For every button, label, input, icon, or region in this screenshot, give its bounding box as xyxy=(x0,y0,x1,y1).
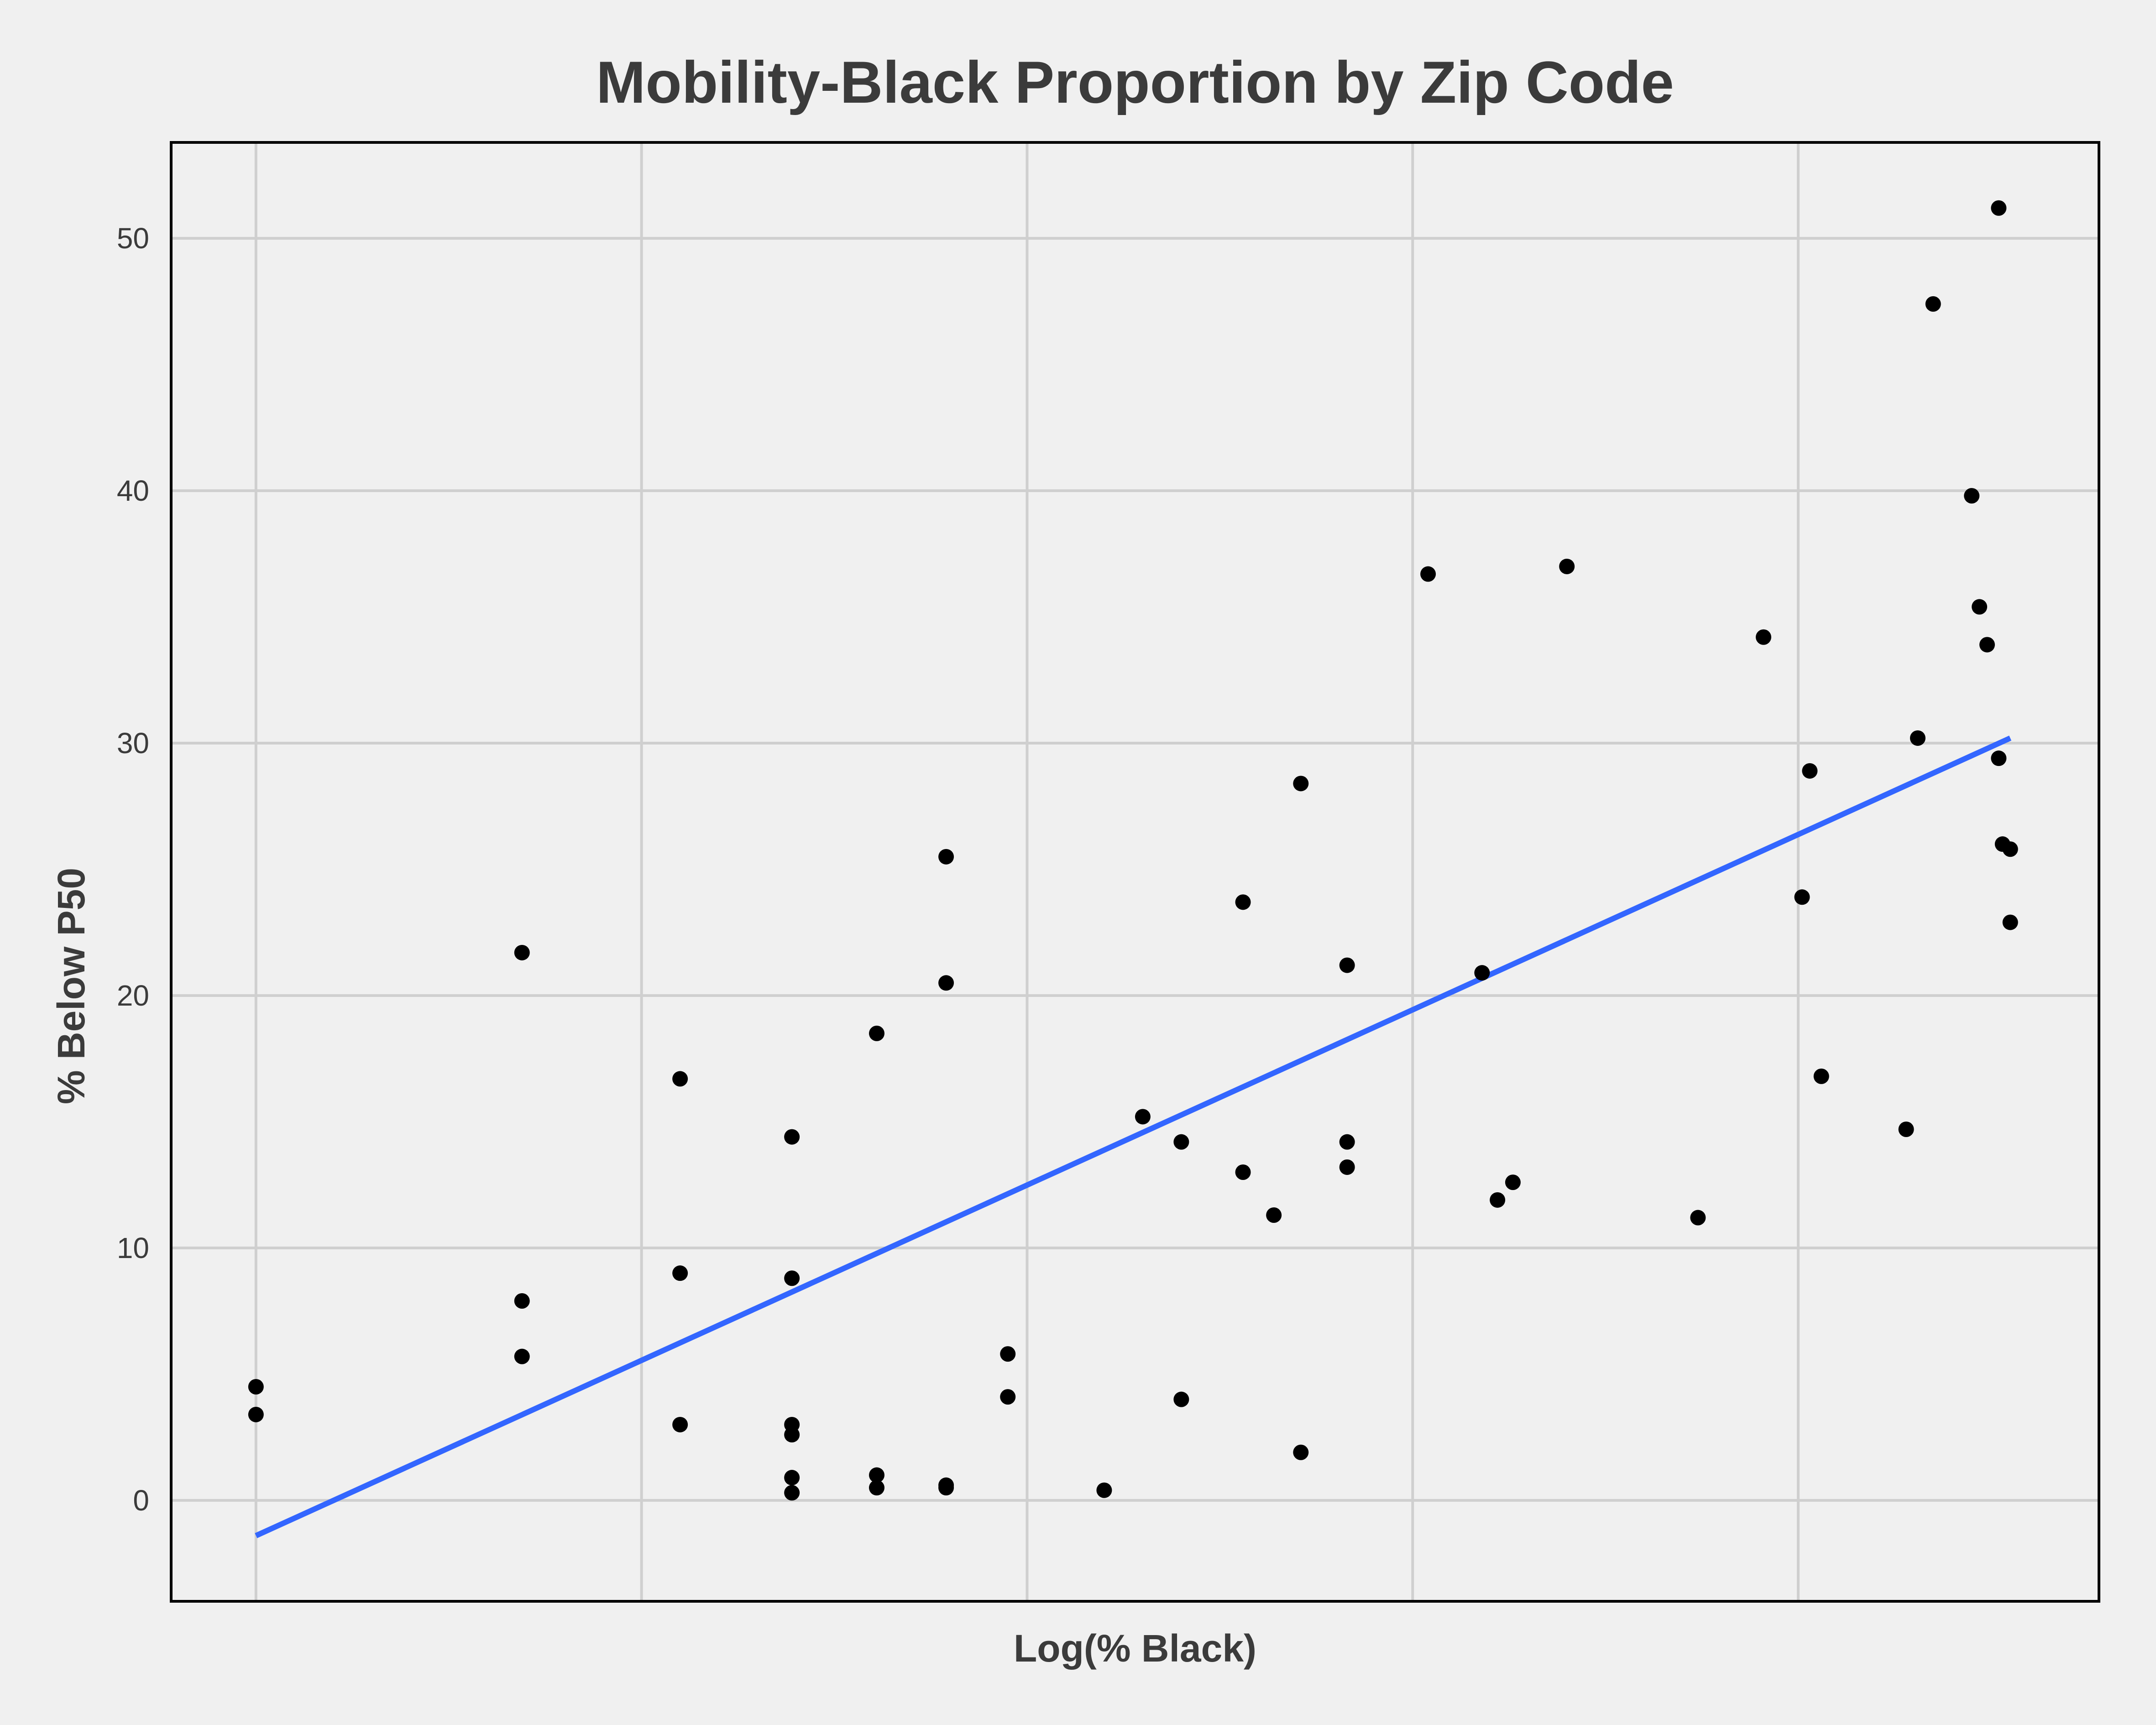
data-point-4 xyxy=(514,1348,530,1364)
data-point-6 xyxy=(672,1265,688,1281)
data-point-41 xyxy=(1756,629,1772,645)
data-point-31 xyxy=(1293,1444,1309,1460)
data-point-23 xyxy=(1096,1482,1112,1498)
data-point-22 xyxy=(1000,1389,1016,1405)
y-tick-label-1: 10 xyxy=(117,1232,149,1264)
data-point-45 xyxy=(1898,1122,1914,1137)
data-point-20 xyxy=(938,1480,954,1496)
data-point-39 xyxy=(1559,558,1575,574)
y-axis-label: % Below P50 xyxy=(50,868,93,1104)
data-point-18 xyxy=(938,975,954,991)
data-point-25 xyxy=(1173,1134,1189,1150)
data-point-44 xyxy=(1813,1068,1829,1084)
data-point-28 xyxy=(1235,1164,1251,1180)
data-point-12 xyxy=(784,1470,800,1486)
data-point-40 xyxy=(1690,1210,1706,1226)
data-point-13 xyxy=(784,1485,800,1501)
y-tick-label-2: 20 xyxy=(117,979,149,1012)
data-point-0 xyxy=(248,1379,264,1395)
data-point-42 xyxy=(1794,889,1810,905)
data-point-37 xyxy=(1490,1192,1506,1208)
y-tick-label-4: 40 xyxy=(117,474,149,507)
plot-frame xyxy=(170,141,2100,1603)
data-point-32 xyxy=(1339,957,1355,973)
y-tick-label-5: 50 xyxy=(117,222,149,255)
chart-title: Mobility-Black Proportion by Zip Code xyxy=(596,49,1674,115)
trend-line xyxy=(255,735,2012,1538)
y-tick-label-0: 0 xyxy=(133,1484,149,1517)
data-point-50 xyxy=(1979,637,1995,653)
data-point-7 xyxy=(672,1416,688,1432)
trend-line-layer xyxy=(255,735,2012,1538)
data-point-1 xyxy=(248,1406,264,1422)
data-point-14 xyxy=(869,1025,884,1041)
data-point-35 xyxy=(1420,566,1436,582)
data-point-38 xyxy=(1505,1174,1521,1190)
data-point-17 xyxy=(938,849,954,865)
y-tick-label-3: 30 xyxy=(117,727,149,760)
data-point-24 xyxy=(1135,1109,1151,1125)
data-point-26 xyxy=(1173,1391,1189,1407)
data-point-11 xyxy=(784,1427,800,1443)
data-point-9 xyxy=(784,1270,800,1286)
data-point-2 xyxy=(514,944,530,960)
data-point-15 xyxy=(869,1467,884,1483)
data-points xyxy=(248,200,2018,1501)
data-point-47 xyxy=(1925,296,1941,312)
data-point-8 xyxy=(784,1129,800,1145)
data-point-48 xyxy=(1964,488,1980,504)
data-point-21 xyxy=(1000,1346,1016,1362)
data-point-16 xyxy=(869,1480,884,1496)
data-point-3 xyxy=(514,1293,530,1309)
data-point-52 xyxy=(1991,750,2007,766)
data-point-33 xyxy=(1339,1134,1355,1150)
data-point-36 xyxy=(1474,965,1490,981)
y-tick-labels: 0 10 20 30 40 50 xyxy=(117,222,149,1517)
data-point-34 xyxy=(1339,1159,1355,1175)
data-point-51 xyxy=(1991,200,2007,216)
data-point-54 xyxy=(2002,841,2018,857)
data-point-43 xyxy=(1802,763,1818,779)
data-point-5 xyxy=(672,1071,688,1087)
data-point-30 xyxy=(1293,776,1309,792)
data-point-27 xyxy=(1235,894,1251,910)
data-point-55 xyxy=(2002,914,2018,930)
x-axis-label: Log(% Black) xyxy=(1014,1627,1256,1670)
data-point-49 xyxy=(1972,599,1988,615)
data-point-29 xyxy=(1266,1207,1282,1223)
data-point-46 xyxy=(1910,730,1926,746)
gridlines xyxy=(171,142,2099,1601)
